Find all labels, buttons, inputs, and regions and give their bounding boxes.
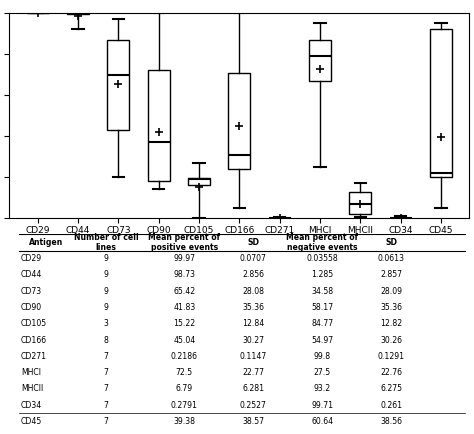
Text: 0.2527: 0.2527: [240, 401, 266, 410]
Text: CD105: CD105: [21, 319, 47, 328]
Text: 93.2: 93.2: [314, 385, 331, 394]
Text: CD73: CD73: [21, 287, 42, 296]
Text: 28.08: 28.08: [242, 287, 264, 296]
Text: SD: SD: [385, 238, 397, 247]
PathPatch shape: [188, 178, 210, 185]
Text: 0.0707: 0.0707: [240, 254, 266, 263]
Text: CD44: CD44: [21, 270, 42, 279]
Text: 12.84: 12.84: [242, 319, 264, 328]
PathPatch shape: [349, 191, 372, 214]
Text: 12.82: 12.82: [380, 319, 402, 328]
Text: 7: 7: [104, 401, 109, 410]
PathPatch shape: [269, 217, 291, 218]
Text: 7: 7: [104, 385, 109, 394]
Text: 22.77: 22.77: [242, 368, 264, 377]
Text: CD29: CD29: [21, 254, 42, 263]
Text: 45.04: 45.04: [173, 335, 195, 345]
Text: 38.57: 38.57: [242, 417, 264, 426]
PathPatch shape: [147, 70, 170, 181]
Text: 7: 7: [104, 417, 109, 426]
Text: 99.8: 99.8: [314, 352, 331, 361]
Text: CD166: CD166: [21, 335, 47, 345]
PathPatch shape: [107, 39, 129, 130]
Text: 9: 9: [104, 254, 109, 263]
Text: 7: 7: [104, 352, 109, 361]
Text: MHCI: MHCI: [21, 368, 41, 377]
PathPatch shape: [228, 72, 250, 169]
Text: 6.275: 6.275: [380, 385, 402, 394]
Text: 41.83: 41.83: [173, 303, 195, 312]
Text: 0.1147: 0.1147: [239, 352, 267, 361]
Text: CD271: CD271: [21, 352, 47, 361]
Text: 2.857: 2.857: [380, 270, 402, 279]
Text: 6.281: 6.281: [242, 385, 264, 394]
Text: 0.2791: 0.2791: [171, 401, 198, 410]
Text: 60.64: 60.64: [311, 417, 333, 426]
Text: Number of cell
lines: Number of cell lines: [73, 233, 138, 252]
Text: 99.71: 99.71: [311, 401, 333, 410]
Text: 2.856: 2.856: [242, 270, 264, 279]
Text: 0.261: 0.261: [380, 401, 402, 410]
Text: 54.97: 54.97: [311, 335, 333, 345]
PathPatch shape: [67, 13, 89, 14]
Text: 99.97: 99.97: [173, 254, 195, 263]
Text: 15.22: 15.22: [173, 319, 195, 328]
Text: 39.38: 39.38: [173, 417, 195, 426]
Text: 1.285: 1.285: [311, 270, 333, 279]
PathPatch shape: [390, 217, 412, 218]
Text: 0.2186: 0.2186: [171, 352, 198, 361]
Text: 65.42: 65.42: [173, 287, 195, 296]
Text: 58.17: 58.17: [311, 303, 333, 312]
Text: 28.09: 28.09: [380, 287, 402, 296]
Text: 0.03558: 0.03558: [306, 254, 338, 263]
PathPatch shape: [309, 39, 331, 81]
Text: 30.27: 30.27: [242, 335, 264, 345]
Text: 6.79: 6.79: [176, 385, 193, 394]
Text: 8: 8: [104, 335, 109, 345]
PathPatch shape: [430, 30, 452, 177]
Text: MHCII: MHCII: [21, 385, 43, 394]
Text: 7: 7: [104, 368, 109, 377]
Text: CD90: CD90: [21, 303, 42, 312]
Text: Mean percent of
negative events: Mean percent of negative events: [286, 233, 358, 252]
Text: SD: SD: [247, 238, 259, 247]
Text: CD45: CD45: [21, 417, 42, 426]
Text: CD34: CD34: [21, 401, 42, 410]
Text: 9: 9: [104, 287, 109, 296]
Text: 35.36: 35.36: [242, 303, 264, 312]
Text: 9: 9: [104, 303, 109, 312]
Text: 72.5: 72.5: [176, 368, 193, 377]
Text: 3: 3: [104, 319, 109, 328]
Text: 0.0613: 0.0613: [378, 254, 405, 263]
Text: 34.58: 34.58: [311, 287, 333, 296]
Text: 27.5: 27.5: [314, 368, 331, 377]
Text: 35.36: 35.36: [380, 303, 402, 312]
Text: 0.1291: 0.1291: [377, 352, 405, 361]
Text: 9: 9: [104, 270, 109, 279]
Text: 98.73: 98.73: [173, 270, 195, 279]
Text: 84.77: 84.77: [311, 319, 333, 328]
Text: 38.56: 38.56: [380, 417, 402, 426]
Text: Antigen: Antigen: [29, 238, 64, 247]
Text: 22.76: 22.76: [380, 368, 402, 377]
Text: Mean percent of
positive events: Mean percent of positive events: [148, 233, 220, 252]
Text: 30.26: 30.26: [380, 335, 402, 345]
